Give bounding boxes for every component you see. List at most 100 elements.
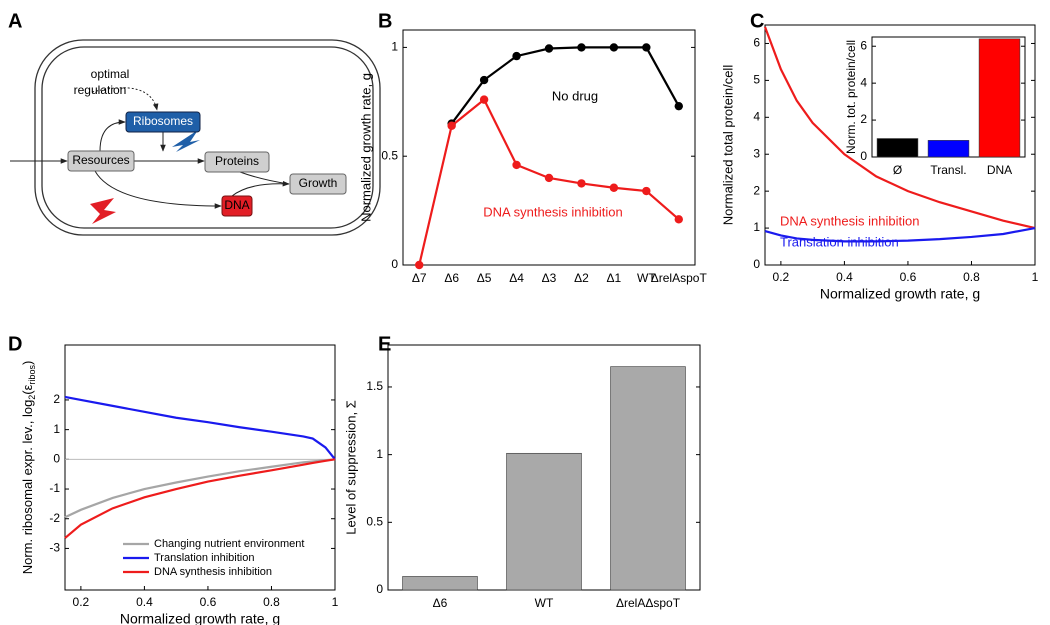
y-axis-label-part: 2 (27, 395, 37, 400)
y-tick-label: 0 (860, 149, 867, 163)
point (642, 186, 651, 196)
panel-label: D (8, 333, 22, 355)
bar (506, 452, 582, 591)
point (479, 95, 489, 104)
node-label: Growth (299, 176, 338, 190)
y-tick-label: 0.5 (366, 514, 383, 528)
y-tick-label: 1 (53, 422, 60, 436)
regulation-arrow (91, 87, 159, 111)
y-tick-label: 1 (753, 220, 760, 234)
point (609, 183, 619, 192)
node (67, 150, 135, 172)
point (512, 160, 521, 170)
x-tick-label: Ø (893, 163, 902, 177)
y-axis-label-part: (ε (20, 384, 35, 394)
x-tick-label: 1 (1032, 270, 1039, 284)
y-axis-label-part: ) (20, 361, 35, 365)
x-tick-label: Transl. (930, 163, 966, 177)
series-label: DNA synthesis inhibition (483, 204, 622, 219)
inhibitor-bolt (90, 198, 116, 224)
y-axis-label: Norm. tot. protein/cell (844, 40, 858, 154)
point (415, 260, 424, 270)
legend-box (117, 536, 331, 584)
y-tick-label: -2 (49, 511, 60, 525)
y-axis-label-part: ribos (27, 365, 37, 385)
arrow (239, 171, 290, 185)
y-tick-label: 4 (753, 109, 760, 123)
node-label: Resources (72, 153, 129, 167)
series-line (450, 46, 680, 125)
x-tick-label: 0.4 (836, 270, 853, 284)
point (447, 121, 456, 130)
chart: 0 2 4 6 Ø Transl. DNA Norm. tot. protein/cell (844, 36, 1026, 177)
point (544, 44, 554, 53)
series-line (764, 226, 1036, 243)
y-tick-label: 2 (53, 392, 60, 406)
panel-label: E (378, 333, 391, 355)
x-tick-label: ΔrelAΔspoT (616, 596, 681, 610)
legend-label: Translation inhibition (154, 552, 254, 564)
x-tick-label: Δ6 (444, 271, 459, 285)
x-axis-label: Normalized growth rate, g (120, 611, 280, 625)
x-tick-label: 1 (332, 595, 339, 609)
series-label: Translation inhibition (780, 234, 899, 249)
y-tick-label: 1 (391, 40, 398, 54)
cell-inner (41, 46, 374, 229)
panel-label: A (8, 10, 22, 32)
chart: D -3 -2 -1 0 1 2 0.2 0.4 0.6 0.8 1 Changing nutrient… (8, 333, 339, 625)
cell-outer (34, 39, 381, 236)
series-label: No drug (552, 88, 598, 103)
arrow (99, 119, 126, 152)
x-tick-label: 0.4 (136, 595, 153, 609)
arrow (231, 180, 290, 197)
node (221, 195, 253, 217)
arrow (94, 170, 222, 209)
x-tick-label: Δ7 (412, 271, 427, 285)
y-tick-label: 3 (753, 146, 760, 160)
point (577, 43, 586, 52)
y-tick-label: 5 (753, 73, 760, 87)
y-tick-label: 0.5 (381, 148, 398, 162)
annotation: regulation (74, 83, 127, 97)
x-tick-label: Δ3 (542, 271, 557, 285)
bar (402, 576, 478, 591)
x-tick-label: 0.8 (963, 270, 980, 284)
y-tick-label: 0 (53, 452, 60, 466)
bar (610, 366, 686, 591)
plot-frame (402, 29, 696, 266)
chart: E 0 0.5 1 1.5 Δ6 WT ΔrelAΔspoT Level of suppress… (343, 333, 701, 610)
series-line (64, 458, 336, 519)
point (577, 179, 586, 188)
node-label: Proteins (215, 154, 259, 168)
panel-label: B (378, 10, 392, 32)
legend-label: DNA synthesis inhibition (154, 566, 272, 578)
x-tick-label: Δ1 (607, 271, 622, 285)
y-tick-label: -3 (49, 541, 60, 555)
y-tick-label: 0 (753, 257, 760, 271)
y-tick-label: 0 (391, 257, 398, 271)
diagram: A optimal regulation Resources Ribosomes… (8, 10, 381, 236)
y-tick-label: -1 (49, 481, 60, 495)
inhibitor-bolt (172, 130, 200, 152)
y-axis-label: Level of suppression, Σ (343, 400, 358, 535)
y-tick-label: 0 (376, 582, 383, 596)
x-tick-label: 0.6 (200, 595, 217, 609)
point (642, 43, 651, 52)
x-tick-label: 0.2 (773, 270, 790, 284)
point (479, 75, 489, 85)
x-tick-label: Δ4 (509, 271, 524, 285)
x-tick-label: WT (535, 596, 554, 610)
x-tick-label: WT (637, 271, 656, 285)
x-tick-label: 0.2 (73, 595, 90, 609)
bar (978, 38, 1021, 158)
y-tick-label: 6 (860, 38, 867, 52)
y-tick-label: 6 (753, 36, 760, 50)
point (512, 51, 521, 61)
point (674, 215, 683, 224)
x-tick-label: DNA (987, 163, 1012, 177)
x-axis-label: Normalized growth rate, g (820, 286, 980, 302)
y-tick-label: 2 (753, 183, 760, 197)
annotation: optimal (91, 67, 130, 81)
series-line (64, 395, 336, 461)
